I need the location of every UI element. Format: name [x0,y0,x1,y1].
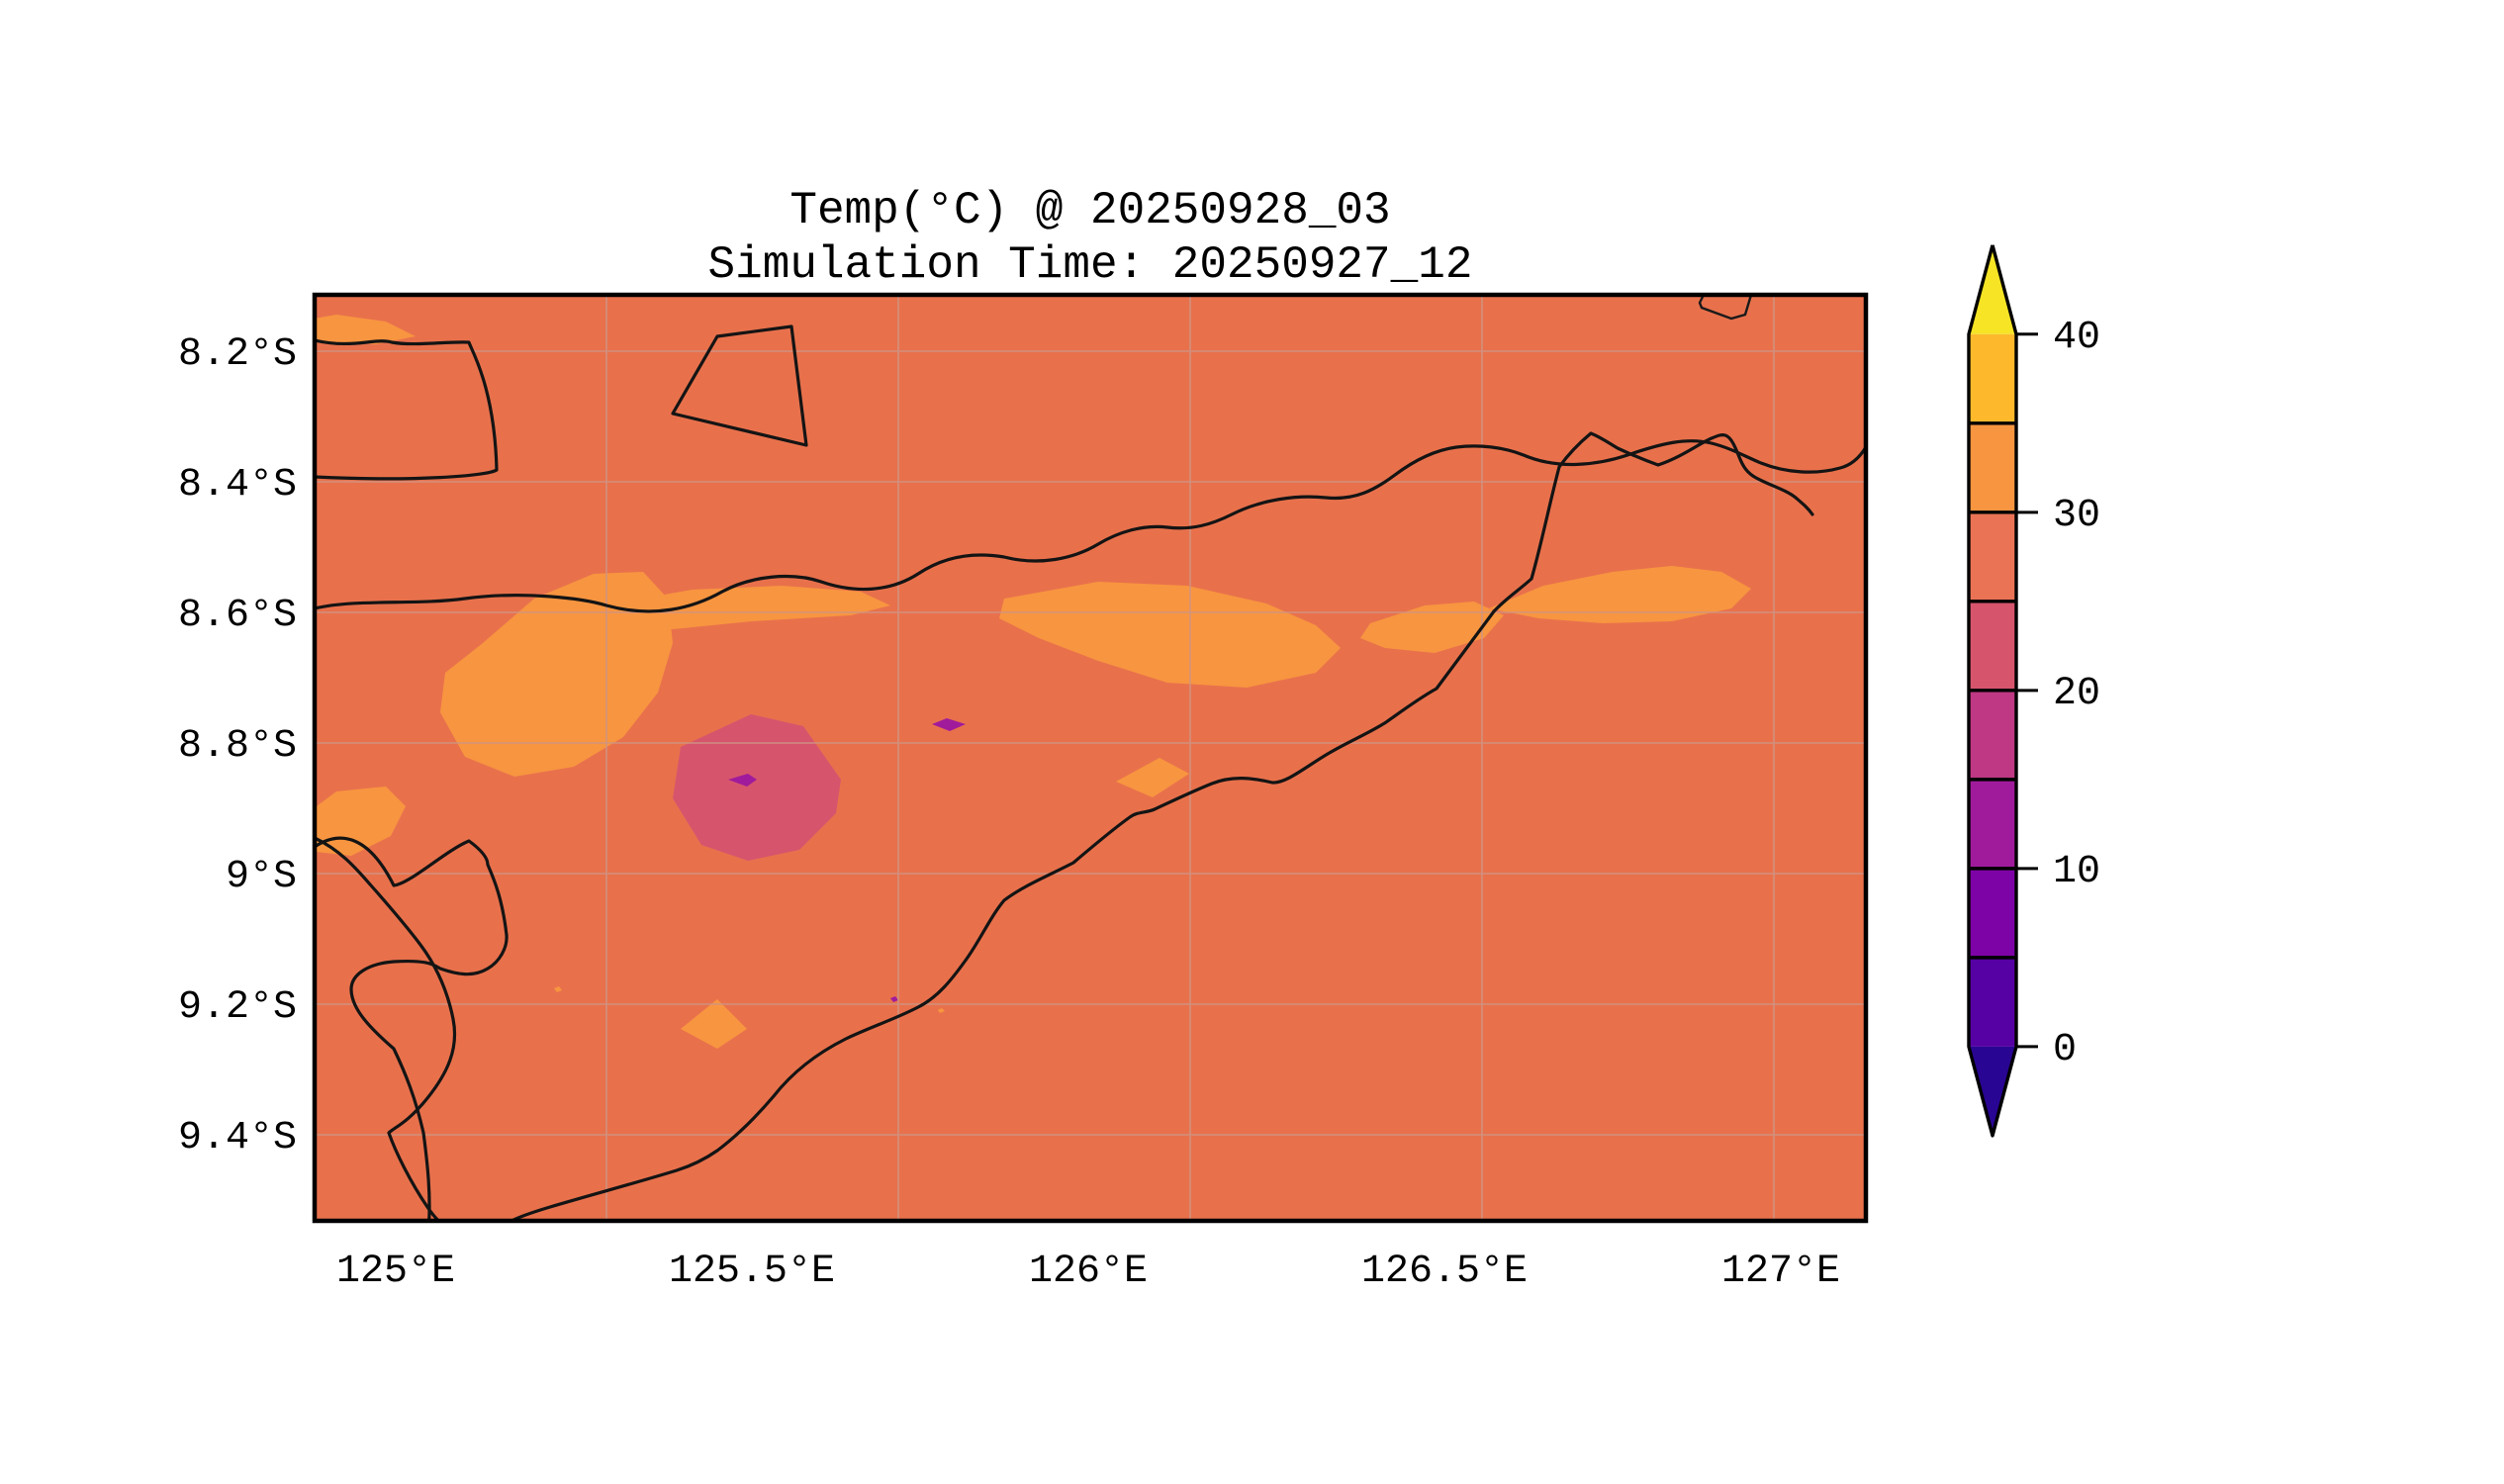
svg-text:126.5°E: 126.5°E [1361,1250,1528,1294]
svg-text:8.8°S: 8.8°S [178,724,297,769]
svg-text:Temp(°C) @ 20250928_03: Temp(°C) @ 20250928_03 [789,185,1390,236]
svg-text:10: 10 [2053,850,2100,894]
svg-text:Simulation Time: 20250927_12: Simulation Time: 20250927_12 [708,239,1473,291]
svg-text:40: 40 [2053,316,2100,360]
svg-text:9.2°S: 9.2°S [178,985,297,1030]
svg-text:126°E: 126°E [1029,1250,1148,1294]
svg-text:8.4°S: 8.4°S [178,463,297,508]
svg-text:20: 20 [2053,672,2100,716]
svg-text:8.6°S: 8.6°S [178,594,297,638]
svg-text:125°E: 125°E [336,1250,455,1294]
svg-text:0: 0 [2053,1028,2077,1072]
svg-text:9.4°S: 9.4°S [178,1116,297,1160]
svg-text:9°S: 9°S [226,855,297,899]
svg-text:127°E: 127°E [1721,1250,1840,1294]
svg-text:125.5°E: 125.5°E [669,1250,835,1294]
svg-text:8.2°S: 8.2°S [178,332,297,377]
svg-text:30: 30 [2053,494,2100,538]
